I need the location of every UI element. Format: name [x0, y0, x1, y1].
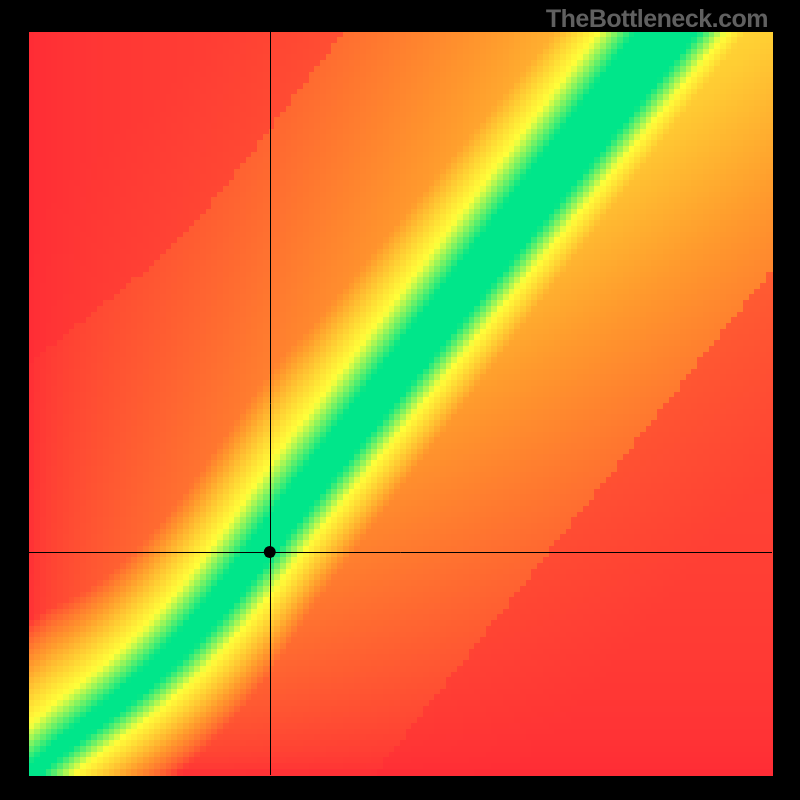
chart-container: TheBottleneck.com: [0, 0, 800, 800]
watermark-label: TheBottleneck.com: [546, 5, 768, 34]
bottleneck-heatmap: [0, 0, 800, 800]
